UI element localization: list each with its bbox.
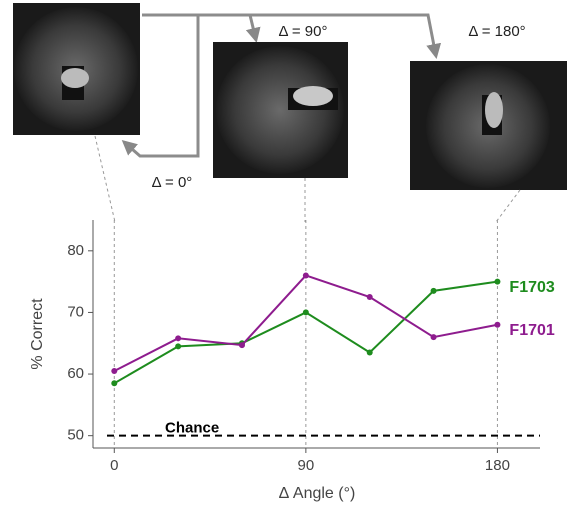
photo xyxy=(410,61,567,190)
x-tick-label: 90 xyxy=(298,457,315,474)
leader-line xyxy=(95,136,115,222)
photo xyxy=(13,3,140,135)
x-axis-label: Δ Angle (°) xyxy=(279,485,356,502)
annotation: Δ = 0° xyxy=(152,174,193,191)
series-label: F1703 xyxy=(509,279,554,296)
point xyxy=(431,334,437,340)
point xyxy=(431,288,437,294)
leader-line xyxy=(496,190,520,222)
point xyxy=(175,335,181,341)
chance-label: Chance xyxy=(165,420,219,437)
arrow xyxy=(250,15,256,40)
figure: Δ = 0° Δ = 90° Δ = 180° Δ Angle (°) % Co… xyxy=(0,0,579,510)
photo xyxy=(213,42,348,178)
point xyxy=(494,322,500,328)
y-tick-label: 80 xyxy=(67,242,84,259)
point xyxy=(111,380,117,386)
x-tick-label: 0 xyxy=(110,457,118,474)
series-label: F1701 xyxy=(509,322,554,339)
y-tick-label: 50 xyxy=(67,427,84,444)
annotation: Δ = 180° xyxy=(468,23,525,40)
point xyxy=(111,368,117,374)
annotation: Δ = 90° xyxy=(279,23,328,40)
point xyxy=(175,343,181,349)
series-line xyxy=(114,282,497,384)
point xyxy=(367,349,373,355)
point xyxy=(239,342,245,348)
y-tick-label: 70 xyxy=(67,303,84,320)
y-tick-label: 60 xyxy=(67,365,84,382)
point xyxy=(303,309,309,315)
y-axis-label: % Correct xyxy=(29,298,46,370)
x-tick-label: 180 xyxy=(485,457,510,474)
point xyxy=(303,272,309,278)
point xyxy=(494,279,500,285)
point xyxy=(367,294,373,300)
